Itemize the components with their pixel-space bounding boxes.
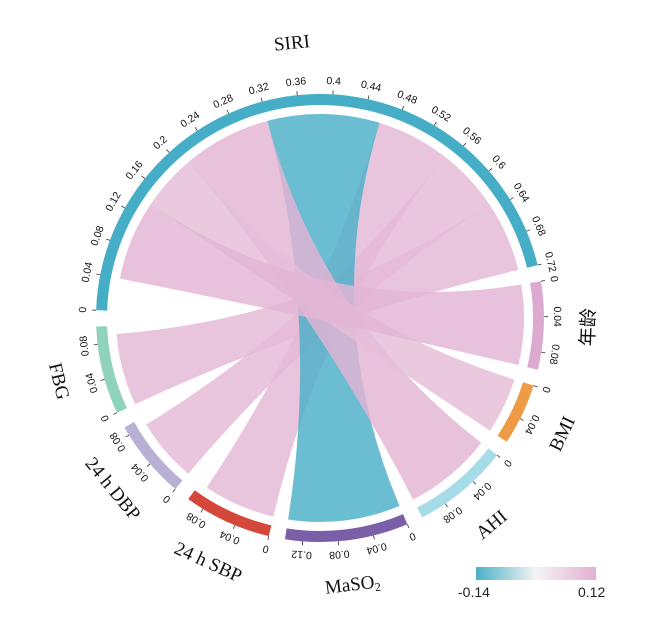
tick-mark (96, 274, 100, 275)
tick-mark (497, 455, 500, 457)
tick-label: 0.36 (285, 75, 307, 89)
tick-label: 0.64 (511, 181, 532, 205)
tick-label: 0.04 (129, 461, 152, 484)
tick-mark (541, 281, 545, 282)
tick-mark (173, 489, 176, 492)
tick-label: 0.48 (395, 88, 419, 107)
tick-label: 0.04 (365, 540, 388, 557)
tick-label: 0.2 (151, 133, 170, 152)
tick-label: 0.24 (178, 109, 202, 130)
tick-mark (233, 525, 235, 529)
tick-mark (227, 110, 229, 114)
tick-label: 0.32 (247, 81, 270, 98)
tick-mark (101, 379, 105, 380)
tick-label: 0.16 (124, 159, 146, 183)
tick-label: 0.04 (83, 371, 100, 394)
tick-label: 0.08 (88, 224, 106, 247)
tick-mark (166, 149, 169, 152)
tick-label: 0.44 (360, 78, 383, 94)
tick-mark (527, 230, 531, 232)
sector-label-BMI: BMI (545, 413, 579, 454)
tick-mark (113, 413, 117, 415)
tick-label: 0.08 (547, 343, 562, 365)
tick-mark (538, 264, 542, 265)
tick-mark (195, 127, 197, 130)
tick-label: 0 (261, 542, 270, 555)
tick-mark (541, 352, 545, 353)
sector-label-MaSO2: MaSO2 (324, 571, 382, 600)
tick-label: 0.08 (441, 504, 465, 525)
tick-mark (368, 95, 369, 99)
tick-mark (407, 524, 409, 528)
tick-label: 0.08 (107, 430, 128, 454)
tick-label: 0.6 (489, 153, 508, 172)
tick-label: 0 (407, 530, 417, 543)
tick-mark (434, 122, 436, 125)
tick-label: 0.72 (542, 251, 559, 274)
sector-arc-age (527, 281, 544, 370)
tick-mark (402, 106, 403, 110)
tick-mark (534, 386, 538, 387)
color-legend: -0.14 0.12 (458, 567, 605, 600)
tick-label: 0.04 (80, 261, 96, 284)
tick-label: 0.04 (218, 528, 242, 547)
tick-mark (261, 98, 262, 102)
tick-mark (147, 464, 150, 467)
sector-label-age: 年龄 (577, 308, 600, 347)
tick-mark (473, 481, 476, 484)
legend-gradient-bar (476, 567, 596, 580)
sector-label-SIRI: SIRI (273, 31, 311, 56)
tick-mark (520, 419, 524, 421)
tick-label: 0.52 (429, 104, 453, 125)
tick-label: 0.56 (460, 125, 484, 147)
tick-mark (121, 206, 124, 208)
tick-mark (268, 536, 269, 540)
sector-label-FBG: FBG (44, 361, 73, 402)
tick-label: 0.08 (184, 510, 208, 531)
tick-label: 0.68 (529, 214, 548, 238)
tick-label: 0.08 (329, 547, 351, 561)
tick-mark (201, 509, 203, 512)
tick-label: 0 (161, 492, 173, 505)
tick-label: 0 (501, 457, 514, 469)
tick-mark (142, 176, 145, 178)
tick-label: 0 (99, 413, 112, 424)
tick-label: 0.28 (211, 92, 235, 111)
tick-label: 0.4 (326, 75, 341, 88)
tick-label: 0.12 (103, 190, 124, 214)
tick-label: 0.12 (291, 548, 312, 562)
chord-links (117, 114, 524, 522)
tick-label: 0.04 (551, 306, 563, 327)
tick-mark (463, 143, 466, 146)
tick-label: 0 (77, 306, 89, 312)
tick-label: 0 (547, 275, 560, 283)
tick-mark (445, 504, 447, 507)
sector-label-AHI: AHI (472, 506, 511, 544)
tick-mark (126, 435, 129, 437)
tick-mark (510, 197, 513, 199)
tick-label: 0.08 (77, 335, 91, 357)
legend-max-label: 0.12 (578, 584, 605, 600)
tick-mark (374, 536, 375, 540)
legend-min-label: -0.14 (458, 584, 490, 600)
tick-label: 0.04 (522, 413, 542, 437)
tick-label: 0.04 (470, 480, 493, 503)
tick-mark (106, 239, 110, 240)
tick-label: 0 (539, 385, 552, 394)
tick-mark (489, 168, 492, 171)
